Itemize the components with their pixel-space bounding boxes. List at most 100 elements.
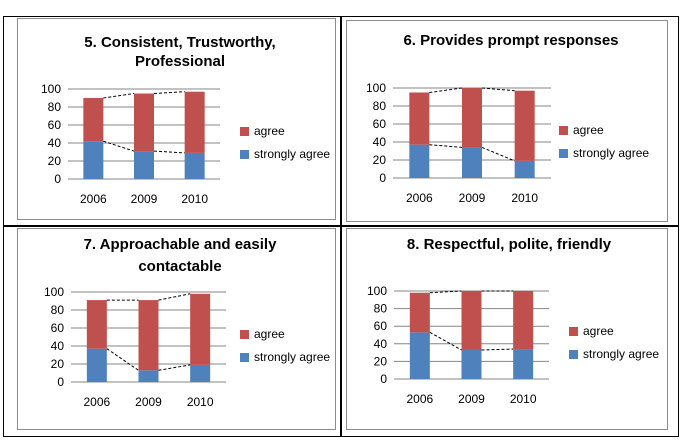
y-tick-label: 20	[51, 357, 65, 371]
chart-title-line: 6. Provides prompt responses	[403, 32, 618, 49]
legend-label-strongly-agree: strongly agree	[254, 350, 330, 364]
x-tick-label: 2006	[80, 192, 107, 206]
series-line-strongly-agree	[481, 146, 515, 162]
y-tick-label: 60	[48, 118, 62, 132]
bar-agree-2009	[462, 88, 482, 148]
x-tick-label: 2006	[83, 395, 110, 409]
legend-swatch-agree	[240, 330, 249, 339]
series-line-agree	[429, 87, 463, 93]
chart-frame-7: 7. Approachable and easily contactable 0 20…	[17, 228, 336, 430]
series-line-strongly-agree	[429, 144, 463, 148]
legend-swatch-agree	[569, 327, 578, 336]
y-tick-label: 60	[51, 321, 65, 335]
legend-label-agree: agree	[583, 324, 614, 338]
cell-border-top-left	[3, 16, 342, 227]
bar-strongly-agree-2010	[184, 152, 205, 179]
chart-frame-5: 5. Consistent, Trustworthy, Professional 0…	[17, 18, 336, 220]
bar-agree-2010	[190, 293, 211, 365]
legend-swatch-strongly-agree	[559, 149, 568, 158]
x-tick-label: 2006	[406, 191, 433, 205]
chart-title-line: contactable	[138, 258, 221, 275]
series-line-agree	[158, 293, 191, 301]
legend-swatch-agree	[559, 126, 568, 135]
cell-border-top-right	[340, 16, 679, 227]
series-line-agree	[153, 91, 185, 94]
y-tick-label: 80	[373, 99, 387, 113]
y-tick-label: 0	[379, 171, 386, 185]
series-line-strongly-agree	[106, 348, 139, 371]
chart-frame-8: 8. Respectful, polite, friendly 0 20 40 60 80…	[346, 228, 668, 430]
bar-strongly-agree-2009	[461, 349, 482, 379]
bar-strongly-agree-2006	[409, 332, 430, 379]
x-tick-label: 2009	[131, 192, 158, 206]
bar-agree-2006	[409, 92, 430, 145]
y-tick-label: 20	[373, 153, 387, 167]
chart-5: 5. Consistent, Trustworthy, Professional 0…	[41, 34, 330, 206]
y-tick-label: 60	[373, 117, 387, 131]
series-line-agree	[103, 93, 135, 99]
bar-agree-2009	[134, 93, 154, 152]
chart-frame-6: 6. Provides prompt responses 0 20 40 60 80 100…	[346, 20, 668, 222]
y-tick-label: 20	[48, 154, 62, 168]
y-tick-label: 0	[54, 172, 61, 186]
y-tick-label: 40	[373, 135, 387, 149]
bar-strongly-agree-2006	[83, 141, 104, 179]
series-line-agree	[429, 290, 462, 294]
legend-label-agree: agree	[254, 327, 285, 341]
bar-agree-2009	[138, 300, 159, 371]
y-tick-label: 60	[374, 319, 388, 333]
cell-border-bottom-left	[3, 225, 342, 437]
y-tick-label: 0	[57, 375, 64, 389]
x-tick-label: 2010	[187, 395, 214, 409]
bar-agree-2010	[513, 291, 534, 350]
series-line-agree	[481, 87, 515, 92]
bar-strongly-agree-2006	[409, 144, 430, 178]
y-tick-label: 40	[48, 136, 62, 150]
legend-label-strongly-agree: strongly agree	[573, 146, 649, 160]
x-tick-label: 2009	[459, 191, 486, 205]
series-line-strongly-agree	[153, 150, 185, 154]
legend-swatch-strongly-agree	[569, 350, 578, 359]
chart-title-line: 7. Approachable and easily	[84, 236, 278, 253]
y-tick-label: 80	[51, 303, 65, 317]
legend-swatch-strongly-agree	[240, 353, 249, 362]
x-tick-label: 2009	[458, 392, 485, 406]
legend-swatch-strongly-agree	[240, 150, 249, 159]
x-tick-label: 2010	[511, 191, 538, 205]
chart-title-line: 5. Consistent, Trustworthy,	[84, 34, 275, 51]
bar-agree-2010	[514, 90, 535, 161]
chart-6: 6. Provides prompt responses 0 20 40 60 80 100…	[366, 32, 649, 205]
series-line-strongly-agree	[103, 140, 135, 152]
y-tick-label: 100	[366, 81, 386, 95]
y-tick-label: 20	[374, 354, 388, 368]
legend-label-agree: agree	[254, 124, 285, 138]
bar-agree-2010	[184, 91, 205, 153]
bar-strongly-agree-2010	[190, 364, 211, 382]
chart-7: 7. Approachable and easily contactable 0 20…	[44, 236, 330, 409]
y-tick-label: 40	[51, 339, 65, 353]
series-line-strongly-agree	[158, 364, 191, 371]
y-tick-label: 100	[367, 284, 387, 298]
x-tick-label: 2010	[510, 392, 537, 406]
bar-strongly-agree-2009	[134, 151, 154, 179]
y-tick-label: 100	[41, 82, 61, 96]
x-tick-label: 2006	[406, 392, 433, 406]
legend-swatch-agree	[240, 127, 249, 136]
y-tick-label: 80	[48, 100, 62, 114]
bar-strongly-agree-2010	[513, 349, 534, 379]
bar-agree-2009	[461, 291, 482, 350]
bar-strongly-agree-2006	[86, 348, 107, 382]
bar-agree-2006	[83, 98, 104, 142]
y-tick-label: 0	[380, 372, 387, 386]
bar-agree-2006	[86, 300, 107, 349]
chart-title-line: 8. Respectful, polite, friendly	[407, 236, 612, 253]
x-tick-label: 2009	[135, 395, 162, 409]
y-tick-label: 80	[374, 302, 388, 316]
series-line-strongly-agree	[429, 331, 462, 351]
legend-label-strongly-agree: strongly agree	[583, 347, 659, 361]
x-tick-label: 2010	[181, 192, 208, 206]
series-line-strongly-agree	[481, 348, 514, 351]
bar-agree-2006	[409, 292, 430, 333]
y-tick-label: 100	[44, 285, 64, 299]
